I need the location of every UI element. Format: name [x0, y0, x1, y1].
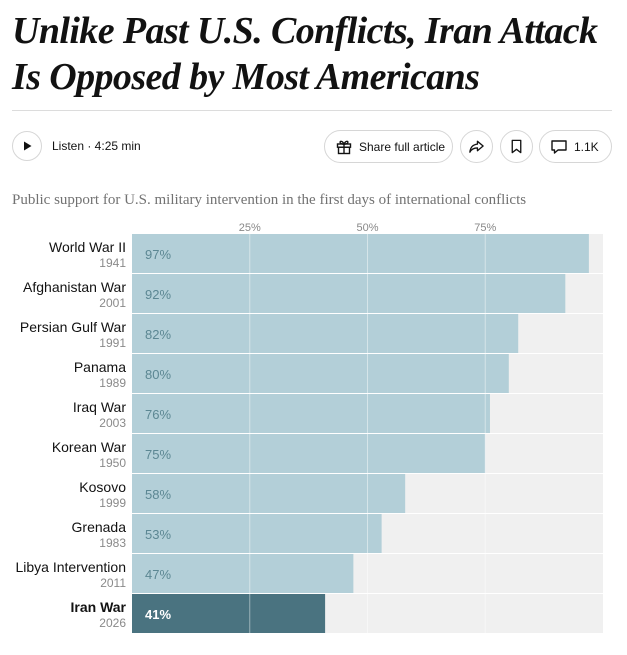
share-forward-button[interactable]: [460, 130, 493, 163]
category-year: 2003: [99, 416, 126, 430]
category-label: Kosovo: [79, 479, 126, 495]
chart-title: Public support for U.S. military interve…: [12, 192, 527, 208]
data-label: 47%: [145, 567, 171, 582]
category-label: World War II: [49, 239, 126, 255]
bar: [132, 394, 490, 433]
bar-chart: 25% 50% 75% 97% World War II 1941 92% Afghanist…: [0, 214, 627, 640]
bar: [132, 434, 486, 473]
comment-icon: [551, 139, 567, 154]
gift-icon: [336, 140, 352, 154]
data-label: 97%: [145, 247, 171, 262]
bar: [132, 514, 382, 553]
bar: [132, 354, 509, 393]
data-label: 41%: [145, 607, 171, 622]
share-label: Share full article: [359, 139, 446, 154]
bar: [132, 234, 589, 273]
category-label: Libya Intervention: [15, 559, 126, 575]
data-label: 92%: [145, 287, 171, 302]
category-year: 1999: [99, 496, 126, 510]
listen-label: Listen · 4:25 min: [52, 139, 141, 153]
share-forward-icon: [469, 140, 484, 153]
category-year: 1941: [99, 256, 126, 270]
x-tick-label: 50%: [356, 222, 378, 234]
category-label: Iran War: [71, 599, 127, 615]
bar: [132, 274, 566, 313]
category-year: 2026: [99, 616, 126, 630]
category-label: Panama: [74, 359, 126, 375]
category-label: Iraq War: [73, 399, 126, 415]
data-label: 58%: [145, 487, 171, 502]
category-year: 1950: [99, 456, 126, 470]
category-label: Korean War: [52, 439, 127, 455]
play-icon: [24, 141, 32, 151]
category-year: 2011: [100, 576, 126, 590]
data-label: 80%: [145, 367, 171, 382]
listen-control[interactable]: Listen · 4:25 min: [12, 130, 141, 162]
bar: [132, 474, 406, 513]
play-button[interactable]: [12, 131, 42, 161]
category-year: 1991: [99, 336, 126, 350]
data-label: 53%: [145, 527, 171, 542]
category-label: Persian Gulf War: [20, 319, 126, 335]
category-label: Afghanistan War: [23, 279, 126, 295]
category-year: 1983: [99, 536, 126, 550]
headline-divider: [12, 110, 612, 111]
comments-button[interactable]: 1.1K: [539, 130, 612, 163]
headline: Unlike Past U.S. Conflicts, Iran Attack …: [12, 10, 598, 98]
bar: [132, 594, 326, 633]
x-tick-label: 75%: [474, 222, 496, 234]
comments-count: 1.1K: [574, 139, 599, 154]
share-full-article-button[interactable]: Share full article: [324, 130, 453, 163]
category-year: 1989: [99, 376, 126, 390]
bookmark-icon: [511, 139, 522, 154]
category-year: 2001: [99, 296, 126, 310]
x-tick-label: 25%: [239, 222, 261, 234]
data-label: 75%: [145, 447, 171, 462]
data-label: 82%: [145, 327, 171, 342]
data-label: 76%: [145, 407, 171, 422]
save-article-button[interactable]: [500, 130, 533, 163]
category-label: Grenada: [72, 519, 127, 535]
bar: [132, 314, 519, 353]
bar: [132, 554, 354, 593]
